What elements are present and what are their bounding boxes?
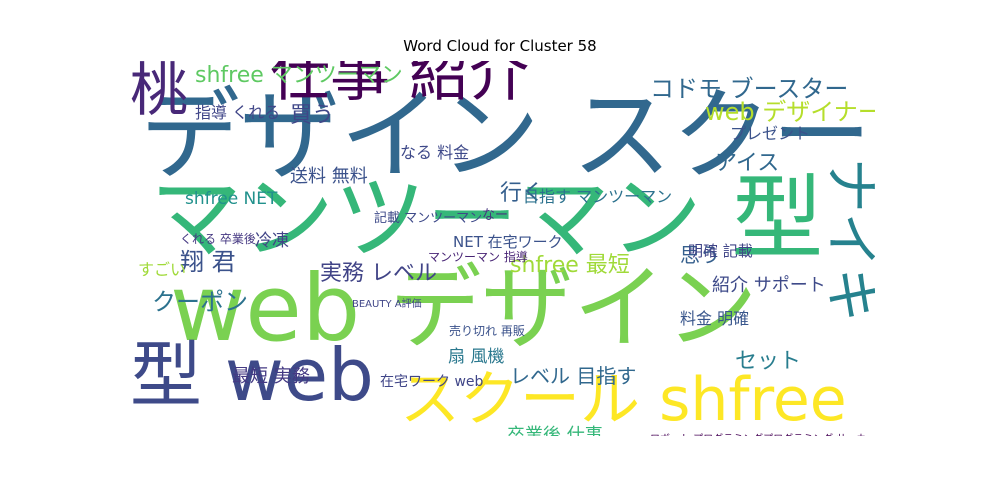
cloud-word: ロボット プログラミングプログラミング サッカー bbox=[650, 432, 875, 436]
cloud-word: アイス bbox=[715, 151, 779, 176]
cloud-word: 指導 くれる bbox=[195, 103, 280, 122]
cloud-word: web デザイナー bbox=[705, 98, 875, 126]
cloud-word: 思う bbox=[680, 243, 720, 267]
cloud-word: shfree NET bbox=[185, 189, 278, 209]
cloud-word: 最短 実務 bbox=[232, 366, 310, 387]
cloud-word: 行く bbox=[500, 181, 544, 206]
cloud-word: デザイン スクール bbox=[140, 77, 875, 194]
cloud-word: ナイキ bbox=[819, 157, 875, 322]
cloud-word: 型 web bbox=[130, 333, 374, 417]
cloud-word: BEAUTY A評価 bbox=[352, 297, 422, 310]
cloud-word: くれる 卒業後 bbox=[180, 232, 256, 246]
cloud-word: 記載 マンツーマン bbox=[374, 210, 482, 226]
cloud-word: 送料 無料 bbox=[290, 166, 368, 187]
cloud-word: 在宅ワーク web bbox=[380, 374, 484, 390]
cloud-word: プレゼント bbox=[730, 124, 810, 143]
cloud-word: すごい bbox=[138, 260, 186, 279]
cloud-word: なる 料金 bbox=[400, 143, 469, 162]
cloud-word: 仕事 紹介 bbox=[270, 61, 529, 110]
cloud-word: shfree マンツーマン bbox=[195, 63, 403, 88]
cloud-word: クーポン bbox=[152, 288, 248, 316]
cloud-word: スクール shfree bbox=[400, 365, 847, 435]
cloud-word: 買う bbox=[290, 103, 334, 128]
cloud-word: web デザイン bbox=[170, 255, 758, 362]
cloud-word: 桃 bbox=[130, 61, 188, 124]
cloud-word: 料金 明確 bbox=[680, 309, 749, 328]
cloud-word: 扇 風機 bbox=[448, 347, 504, 367]
cloud-word: 売り切れ 再販 bbox=[449, 323, 525, 338]
cloud-word: 翔 君 bbox=[180, 248, 236, 276]
cloud-word: マンツーマン 指導 bbox=[428, 249, 528, 264]
cloud-word: レベル 目指す bbox=[510, 364, 636, 388]
cloud-word: セット bbox=[735, 349, 801, 374]
cloud-word: 明確 記載 bbox=[688, 242, 753, 260]
chart-title: Word Cloud for Cluster 58 bbox=[403, 37, 597, 55]
cloud-word: 卒業後 仕事 bbox=[507, 425, 603, 436]
cloud-word: コドモ ブースター bbox=[650, 75, 848, 103]
cloud-word: 紹介 サポート bbox=[712, 275, 826, 296]
cloud-word: 目指す マンツーマン bbox=[523, 187, 672, 206]
cloud-word: shfree 最短 bbox=[510, 253, 630, 278]
cloud-word: NET 在宅ワーク bbox=[453, 233, 563, 251]
cloud-word: 冷凍 bbox=[255, 231, 289, 251]
cloud-word: なー bbox=[482, 208, 508, 223]
cloud-word: 実務 レベル bbox=[320, 261, 437, 286]
cloud-word: マンツーマン 型 bbox=[150, 165, 823, 272]
